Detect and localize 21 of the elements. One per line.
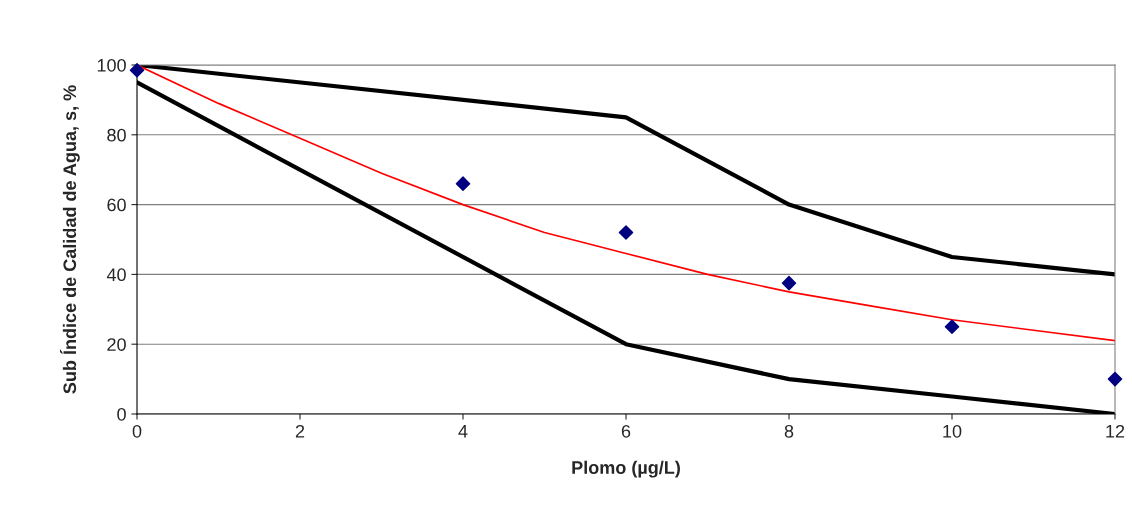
point xyxy=(129,62,145,78)
x-tick-label: 10 xyxy=(943,424,962,438)
y-tick-label: 80 xyxy=(107,128,126,142)
point xyxy=(618,225,634,240)
x-tick-label: 4 xyxy=(458,425,468,438)
point xyxy=(455,176,471,191)
x-tick-label: 12 xyxy=(1106,424,1125,438)
x-tick-label: 8 xyxy=(784,424,794,438)
y-axis-title: Sub Índice de Calidad de Agua, s, % xyxy=(59,85,80,394)
y-tick-label: 100 xyxy=(97,58,126,72)
x-axis-title: Plomo (µg/L) xyxy=(572,460,680,478)
point xyxy=(781,275,797,291)
point xyxy=(1107,371,1123,387)
y-tick-label: 20 xyxy=(107,338,126,351)
x-tick-label: 0 xyxy=(132,424,142,438)
y-tick-label: 0 xyxy=(117,407,126,421)
y-tick-label: 60 xyxy=(107,198,126,212)
x-tick-label: 6 xyxy=(621,424,631,438)
y-tick-label: 40 xyxy=(106,268,126,282)
point xyxy=(944,319,960,335)
x-tick-label: 2 xyxy=(295,424,305,438)
